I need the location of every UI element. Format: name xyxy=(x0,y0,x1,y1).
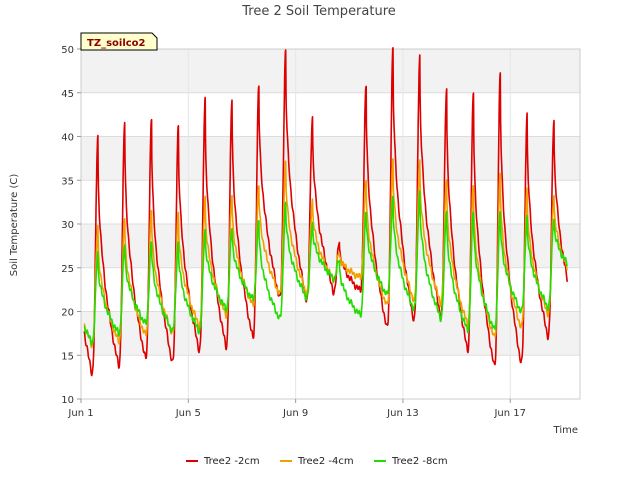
site-annotation: TZ_soilco2 xyxy=(80,32,158,51)
series-lines xyxy=(83,47,569,377)
y-tick-label: 35 xyxy=(61,176,74,187)
series-line-3 xyxy=(83,190,568,346)
y-tick-label: 45 xyxy=(61,89,74,100)
y-tick-label: 30 xyxy=(61,220,74,231)
x-axis-title: Time xyxy=(553,425,578,436)
chart-title: Tree 2 Soil Temperature xyxy=(241,4,396,19)
site-annotation-box xyxy=(80,32,158,51)
y-tick-label: 15 xyxy=(61,351,74,362)
x-tick-label: Jun 1 xyxy=(67,408,93,419)
x-axis: Jun 1 Jun 5 Jun 9 Jun 13 Jun 17 xyxy=(67,399,526,419)
legend-label-1: Tree2 -2cm xyxy=(203,456,260,467)
x-tick-label: Jun 5 xyxy=(175,408,201,419)
grid-band xyxy=(81,49,580,93)
x-tick-label: Jun 13 xyxy=(386,408,419,419)
grid-band xyxy=(81,136,580,181)
x-tick-label: Jun 9 xyxy=(282,408,308,419)
site-annotation-label: TZ_soilco2 xyxy=(87,38,146,49)
legend: Tree2 -2cm Tree2 -4cm Tree2 -8cm xyxy=(186,456,448,467)
y-tick-label: 40 xyxy=(61,133,74,144)
y-tick-label: 10 xyxy=(61,395,74,406)
series-line-1 xyxy=(83,47,569,377)
legend-label-3: Tree2 -8cm xyxy=(391,456,448,467)
y-tick-label: 50 xyxy=(61,45,74,56)
legend-label-2: Tree2 -4cm xyxy=(297,456,354,467)
y-axis-title: Soil Temperature (C) xyxy=(9,174,20,277)
y-tick-label: 25 xyxy=(61,264,74,275)
y-axis: 10 15 20 25 30 35 40 45 50 xyxy=(61,45,81,406)
y-tick-label: 20 xyxy=(61,308,74,319)
x-tick-label: Jun 17 xyxy=(493,408,526,419)
grid-band xyxy=(81,311,580,356)
